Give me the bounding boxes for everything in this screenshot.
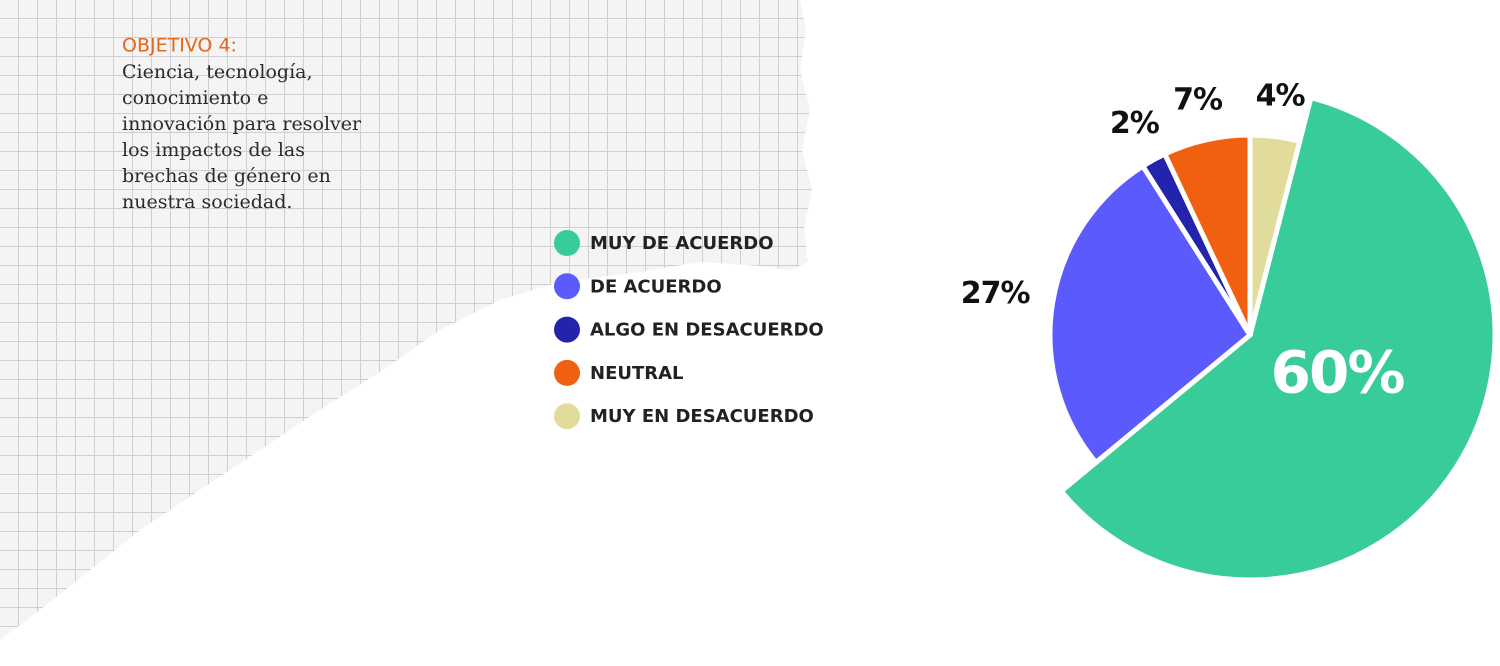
description-line: nuestra sociedad. xyxy=(122,191,292,213)
objective-title: OBJETIVO 4: xyxy=(122,35,237,57)
description-line: conocimiento e xyxy=(122,87,268,109)
legend-label: MUY EN DESACUERDO xyxy=(590,406,814,427)
description-line: innovación para resolver xyxy=(122,113,362,135)
pie-slice xyxy=(1057,94,1498,583)
value-label: 4% xyxy=(1256,78,1306,113)
pie-slice xyxy=(1047,162,1254,467)
grid-paper xyxy=(0,0,812,640)
legend-swatch xyxy=(554,273,580,300)
legend-label: MUY DE ACUERDO xyxy=(590,233,774,254)
value-label: 2% xyxy=(1110,106,1160,141)
legend-swatch xyxy=(554,230,580,256)
legend-swatch xyxy=(554,316,580,343)
value-label: 7% xyxy=(1173,82,1223,117)
legend-label: DE ACUERDO xyxy=(590,276,722,297)
legend-label: NEUTRAL xyxy=(590,363,684,384)
description-line: brechas de género en xyxy=(122,165,331,187)
value-label: 27% xyxy=(961,276,1031,311)
value-label: 60% xyxy=(1271,339,1405,407)
legend-swatch xyxy=(554,359,580,386)
pie-slice xyxy=(1247,132,1303,336)
legend-swatch xyxy=(554,403,580,430)
description-line: los impactos de las xyxy=(122,139,305,161)
legend-label: ALGO EN DESACUERDO xyxy=(590,320,824,341)
description-line: Ciencia, tecnología, xyxy=(122,61,313,83)
